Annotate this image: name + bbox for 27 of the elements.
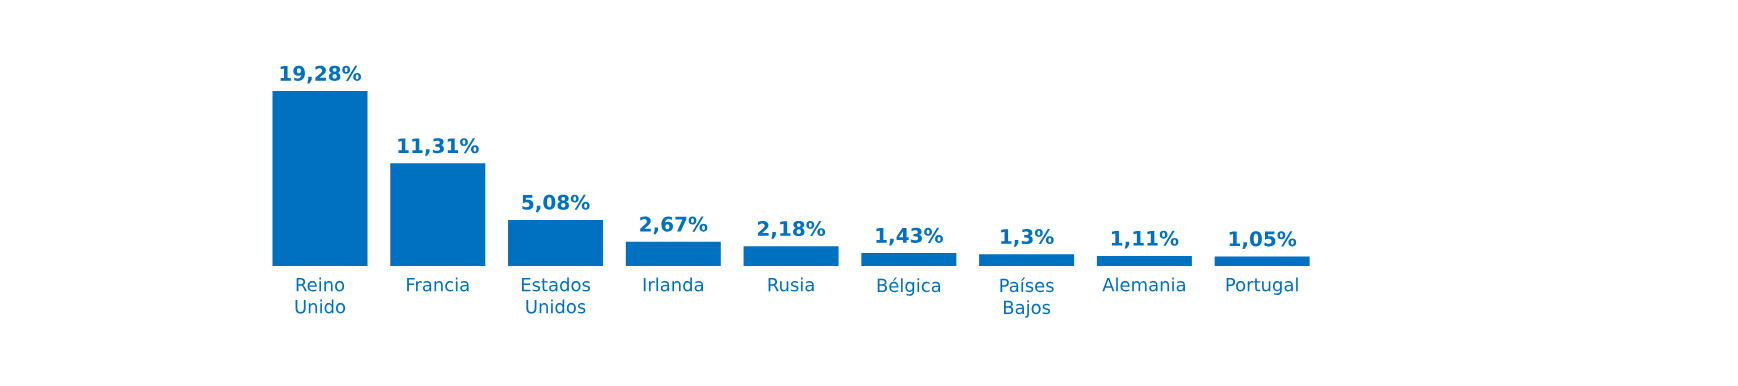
bar <box>861 253 957 266</box>
bar <box>1214 256 1310 266</box>
bar <box>390 163 486 266</box>
x-tick-label: Países Bajos <box>1000 277 1054 318</box>
x-tick-label: Alemania <box>1102 277 1185 292</box>
data-label: 5,08% <box>522 194 590 213</box>
bar <box>743 246 839 266</box>
x-tick-label: Estados Unidos <box>521 277 590 314</box>
bar <box>272 91 368 266</box>
data-label: 2,18% <box>757 221 826 239</box>
data-label: 19,28% <box>280 65 362 84</box>
data-label: 1,11% <box>1111 230 1179 249</box>
data-label: 1,05% <box>1229 231 1297 249</box>
data-label: 2,67% <box>640 216 708 235</box>
x-tick-label: Irlanda <box>643 277 703 292</box>
bar <box>625 241 721 266</box>
x-tick-label: Rusia <box>768 277 814 292</box>
x-tick-label: Francia <box>407 277 469 292</box>
bar <box>1096 255 1192 266</box>
data-label: 11,31% <box>398 138 479 156</box>
x-tick-label: Portugal <box>1226 277 1298 295</box>
bar <box>979 254 1075 266</box>
x-tick-label: Bélgica <box>877 277 941 296</box>
x-tick-label: Reino Unido <box>295 277 346 314</box>
bar <box>508 219 604 266</box>
data-label: 1,3% <box>1001 228 1054 247</box>
data-label: 1,43% <box>876 227 943 246</box>
